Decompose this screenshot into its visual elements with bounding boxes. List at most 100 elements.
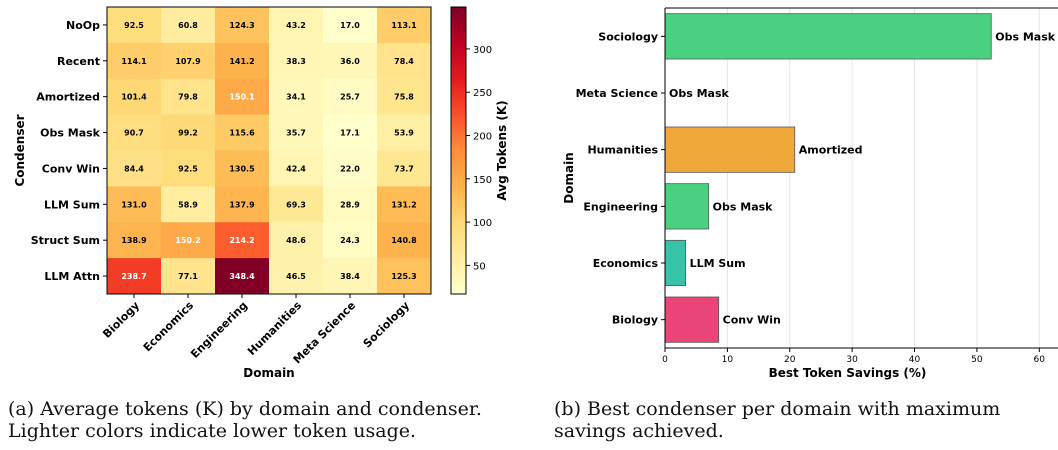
heatmap-cell-label: 150.2 (175, 236, 200, 245)
heatmap-cell-label: 79.8 (178, 93, 198, 102)
colorbar-tick-label: 250 (473, 88, 492, 99)
bar-label: Obs Mask (669, 87, 730, 100)
heatmap-cell (215, 258, 270, 295)
heatmap-cell (215, 150, 270, 187)
heatmap-cell (377, 258, 432, 295)
heatmap-cell-label: 115.6 (229, 129, 255, 138)
bar-label: Conv Win (723, 314, 781, 327)
y-tick-label: Amortized (36, 91, 100, 104)
x-tick-label: 10 (722, 355, 734, 365)
heatmap-cell-label: 84.4 (124, 164, 144, 173)
x-tick-label: 30 (846, 355, 858, 365)
heatmap-cell (161, 7, 216, 44)
heatmap-cell-label: 17.1 (340, 129, 360, 138)
x-tick-label: Humanities (245, 299, 304, 358)
heatmap-cell-label: 25.7 (340, 93, 360, 102)
bar-label: Obs Mask (713, 200, 774, 213)
bar (664, 183, 710, 230)
y-tick-label: Conv Win (42, 162, 100, 175)
heatmap-cell-label: 141.2 (229, 57, 254, 66)
heatmap-cell-label: 69.3 (286, 200, 306, 209)
y-tick-label: Meta Science (576, 87, 658, 100)
heatmap-cell-label: 137.9 (229, 200, 255, 209)
x-tick-label: 40 (909, 355, 921, 365)
heatmap-cell-label: 131.0 (121, 200, 147, 209)
x-tick-label: 50 (971, 355, 983, 365)
x-tick-label: Engineering (188, 299, 250, 361)
heatmap-cell (161, 114, 216, 151)
heatmap-cell (269, 7, 324, 44)
heatmap-cell-label: 38.4 (340, 272, 360, 281)
heatmap-cell-label: 130.5 (229, 164, 255, 173)
heatmap-cell-label: 113.1 (391, 21, 417, 30)
heatmap-cell (323, 222, 378, 259)
heatmap-cell-label: 24.3 (340, 236, 360, 245)
y-tick-label: Obs Mask (40, 127, 101, 140)
heatmap-cell (161, 78, 216, 116)
bar (664, 126, 796, 173)
caption-a: (a) Average tokens (K) by domain and con… (8, 398, 482, 442)
heatmap-cell-label: 35.7 (286, 129, 306, 138)
colorbar-tick-label: 300 (473, 45, 492, 56)
heatmap-cell (323, 258, 378, 295)
heatmap-cell (377, 150, 432, 187)
heatmap-cell-label: 92.5 (124, 21, 144, 30)
y-tick-label: Biology (612, 314, 658, 327)
x-tick-label: 60 (1034, 355, 1046, 365)
heatmap-cell (323, 186, 378, 223)
colorbar-tick-label: 50 (473, 261, 486, 272)
bar (664, 239, 686, 287)
heatmap-cell (377, 7, 432, 44)
heatmap-cell (161, 258, 216, 295)
heatmap-cell-label: 214.2 (229, 236, 254, 245)
heatmap-cell (269, 258, 324, 295)
heatmap-cell (269, 42, 324, 80)
heatmap-cell-label: 46.5 (286, 272, 306, 281)
heatmap-cell (269, 114, 324, 151)
heatmap-cell-label: 22.0 (340, 164, 360, 173)
colorbar-tick-label: 200 (473, 132, 492, 143)
heatmap-cell (107, 186, 162, 223)
heatmap-cell (269, 222, 324, 259)
x-tick-label: 0 (662, 355, 668, 365)
caption-b: (b) Best condenser per domain with maxim… (554, 398, 1001, 442)
x-tick-label: Economics (141, 299, 197, 355)
heatmap-cell (323, 78, 378, 116)
bar (664, 13, 992, 60)
heatmap-cell-label: 43.2 (286, 21, 306, 30)
heatmap-cell-label: 73.7 (394, 164, 414, 173)
figure: 92.5 60.8 124.3 43.2 17.0 113.1 114.1 107.9 141.… (13, 6, 1058, 380)
y-tick-label: LLM Sum (44, 198, 100, 211)
y-tick-label: Humanities (587, 144, 658, 157)
heatmap-cell-label: 131.2 (391, 200, 416, 209)
y-tick-label: Struct Sum (31, 234, 100, 247)
heatmap-cell (377, 78, 432, 116)
y-tick-label: Recent (57, 55, 100, 68)
bar-chart: Obs Mask Sociology Obs Mask Meta Science Amo… (562, 7, 1058, 380)
heatmap-cell (161, 186, 216, 223)
heatmap-cell (215, 7, 270, 44)
y-tick-label: Sociology (598, 30, 658, 43)
heatmap-cell (215, 222, 270, 259)
heatmap-cell-label: 348.4 (229, 272, 255, 281)
heatmap-cell (323, 114, 378, 151)
bar-label: Amortized (799, 144, 863, 157)
heatmap-cell-label: 17.0 (340, 21, 360, 30)
heatmap-cell-label: 124.3 (229, 21, 254, 30)
heatmap-cell-label: 114.1 (121, 57, 147, 66)
heatmap-cell (215, 42, 270, 80)
y-tick-label: Economics (593, 257, 659, 270)
heatmap-frame (106, 6, 432, 295)
heatmap-cell (377, 114, 432, 151)
heatmap-cell-label: 92.5 (178, 164, 198, 173)
colorbar-tick-label: 150 (473, 175, 492, 186)
y-tick-label: Engineering (583, 200, 658, 213)
heatmap-cell (161, 150, 216, 187)
heatmap-cell-label: 90.7 (124, 129, 144, 138)
colorbar (450, 6, 467, 295)
x-tick-label: Sociology (361, 299, 412, 350)
heatmap-cell-label: 34.1 (286, 93, 306, 102)
heatmap-cell-label: 42.4 (286, 164, 306, 173)
heatmap-cell (215, 114, 270, 151)
heatmap-cell (269, 150, 324, 187)
